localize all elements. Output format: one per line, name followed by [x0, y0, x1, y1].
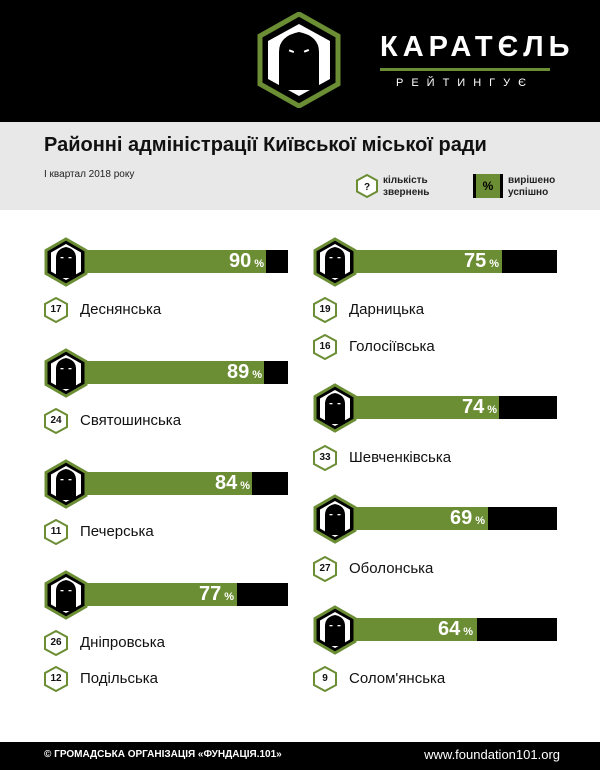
hooded-avatar-icon	[44, 570, 88, 620]
bar-value: 69%	[450, 507, 485, 530]
bar-value-unit: %	[240, 480, 250, 492]
bar-fill	[66, 583, 237, 606]
bar-value-unit: %	[463, 626, 473, 638]
bar-sviatoshynska: 89%	[44, 348, 288, 398]
bar-fill	[66, 361, 264, 384]
bar-value-number: 69	[449, 507, 473, 529]
hooded-avatar-icon	[44, 348, 88, 398]
request-count: 19	[319, 304, 331, 315]
bar-track: 69%	[335, 507, 557, 530]
bar-dniprovska: 77%	[44, 570, 288, 620]
bar-obolonska: 69%	[313, 494, 557, 544]
bar-value-number: 74	[461, 396, 485, 418]
bar-fill	[335, 250, 502, 273]
bar-desnianska: 90%	[44, 237, 288, 287]
bar-track: 74%	[335, 396, 557, 419]
district-name: Деснянська	[80, 301, 162, 318]
request-count: 24	[50, 415, 62, 426]
brand-subtitle: РЕЙТИНГУЄ	[396, 77, 534, 89]
bar-darnytska: 75%	[313, 237, 557, 287]
bar-fill	[66, 472, 252, 495]
brand-name: КАРАТЄЛЬ	[380, 31, 575, 63]
bar-value: 89%	[227, 361, 262, 384]
bar-value-unit: %	[254, 258, 264, 270]
legend-percent-line1: вирішено	[508, 175, 556, 186]
hooded-avatar-icon	[313, 237, 357, 287]
bar-pecherska: 84%	[44, 459, 288, 509]
period-label: І квартал 2018 року	[44, 169, 135, 180]
request-count: 17	[50, 304, 62, 315]
bar-value: 64%	[438, 618, 473, 641]
bar-track: 75%	[335, 250, 557, 273]
bar-fill	[335, 507, 488, 530]
legend-count-line2: звернень	[383, 187, 430, 198]
request-count: 33	[319, 452, 331, 463]
karatel-logo-icon	[257, 12, 341, 108]
bar-fill	[66, 250, 266, 273]
bar-track: 89%	[66, 361, 288, 384]
bar-value-number: 75	[463, 250, 487, 272]
bar-value-number: 84	[214, 472, 238, 494]
hooded-avatar-icon	[313, 494, 357, 544]
bar-value-number: 64	[437, 618, 461, 640]
bar-value: 84%	[215, 472, 250, 495]
bar-value-unit: %	[224, 591, 234, 603]
district-name: Подільська	[80, 670, 158, 687]
district-name: Оболонська	[349, 560, 434, 577]
legend-count-line1: кількість	[383, 175, 428, 186]
bar-value: 74%	[462, 396, 497, 419]
bar-value: 77%	[199, 583, 234, 606]
bar-track: 90%	[66, 250, 288, 273]
bar-value: 75%	[464, 250, 499, 273]
footer: © ГРОМАДСЬКА ОРГАНІЗАЦІЯ «ФУНДАЦІЯ.101» …	[0, 742, 600, 770]
request-count: 12	[50, 673, 62, 684]
legend-percent-swatch: %	[473, 174, 503, 198]
district-name: Дніпровська	[80, 634, 165, 651]
bar-value-number: 89	[226, 361, 250, 383]
request-count: 11	[50, 526, 62, 537]
bar-track: 84%	[66, 472, 288, 495]
legend-count-label: кількість звернень	[383, 175, 429, 199]
bar-value: 90%	[229, 250, 264, 273]
request-count: 9	[322, 673, 328, 684]
hooded-avatar-icon	[313, 383, 357, 433]
brand-divider	[380, 68, 550, 71]
hooded-avatar-icon	[44, 459, 88, 509]
bar-value-unit: %	[487, 404, 497, 416]
brand-block: КАРАТЄЛЬ РЕЙТИНГУЄ	[380, 31, 575, 90]
bar-solomianska: 64%	[313, 605, 557, 655]
hooded-avatar-icon	[44, 237, 88, 287]
district-name: Печерська	[80, 523, 154, 540]
bar-value-unit: %	[489, 258, 499, 270]
title-band: Районні адміністрації Київської міської …	[0, 122, 600, 210]
bar-fill	[335, 396, 499, 419]
bar-value-number: 90	[228, 250, 252, 272]
district-name: Голосіївська	[349, 338, 435, 355]
bar-track: 77%	[66, 583, 288, 606]
bar-value-unit: %	[252, 369, 262, 381]
header: КАРАТЄЛЬ РЕЙТИНГУЄ	[0, 0, 600, 122]
district-name: Святошинська	[80, 412, 182, 429]
bar-fill	[335, 618, 477, 641]
legend-percent-label: вирішено успішно	[508, 175, 555, 199]
request-count: 26	[50, 637, 62, 648]
hooded-avatar-icon	[313, 605, 357, 655]
question-hex-icon: ?	[356, 174, 378, 198]
bar-shevchenkivska: 74%	[313, 383, 557, 433]
legend-percent-line2: успішно	[508, 187, 549, 198]
page-title: Районні адміністрації Київської міської …	[44, 134, 487, 156]
district-name: Шевченківська	[349, 449, 452, 466]
footer-copyright: © ГРОМАДСЬКА ОРГАНІЗАЦІЯ «ФУНДАЦІЯ.101»	[44, 749, 282, 760]
district-name: Дарницька	[349, 301, 425, 318]
footer-website-link[interactable]: www.foundation101.org	[424, 747, 560, 762]
request-count: 27	[319, 563, 331, 574]
legend-count-symbol: ?	[364, 182, 370, 193]
bar-track: 64%	[335, 618, 557, 641]
bar-value-number: 77	[198, 583, 222, 605]
district-name: Солом'янська	[349, 670, 446, 687]
request-count: 16	[319, 341, 331, 352]
bar-value-unit: %	[475, 515, 485, 527]
